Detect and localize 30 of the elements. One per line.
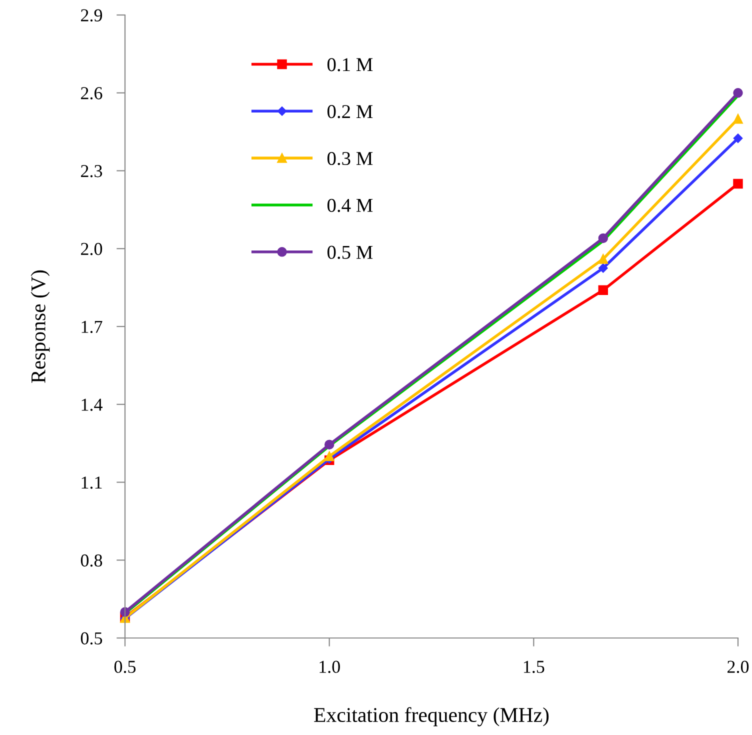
point: [598, 233, 608, 244]
y-tick-label: 0.5: [80, 632, 102, 645]
y-axis-title: Response (V): [30, 270, 50, 383]
y-tick-label: 1.1: [82, 476, 102, 489]
y-tick-label: 0.8: [80, 554, 102, 567]
point: [733, 134, 743, 143]
y-tick-label: 1.4: [82, 398, 102, 411]
legend-label: 0.5 M: [327, 246, 373, 259]
point: [598, 263, 608, 273]
y-tick-label: 2.0: [81, 242, 102, 256]
y-tick-label: 1.7: [82, 320, 102, 334]
point: [733, 88, 743, 98]
point: [324, 451, 334, 462]
x-tick-label: 1.0: [320, 660, 340, 674]
point: [733, 178, 743, 189]
legend-label: 0.4 M: [327, 198, 373, 212]
x-tick-label: 0.5: [114, 660, 136, 674]
legend-label: 0.2 M: [327, 105, 373, 118]
y-tick-label: 2.6: [81, 87, 102, 100]
legend-label: 0.1 M: [327, 58, 373, 72]
x-tick-label: 2.0: [728, 660, 749, 674]
point: [598, 285, 608, 296]
point: [733, 114, 743, 124]
y-tick-label: 2.3: [81, 165, 102, 178]
x-axis-title: Excitation frequency (MHz): [314, 707, 549, 726]
y-tick-label: 2.9: [81, 9, 102, 22]
point: [324, 440, 334, 450]
x-tick-label: 1.5: [524, 660, 544, 674]
legend-label: 0.3 M: [327, 152, 373, 166]
point: [598, 254, 608, 264]
